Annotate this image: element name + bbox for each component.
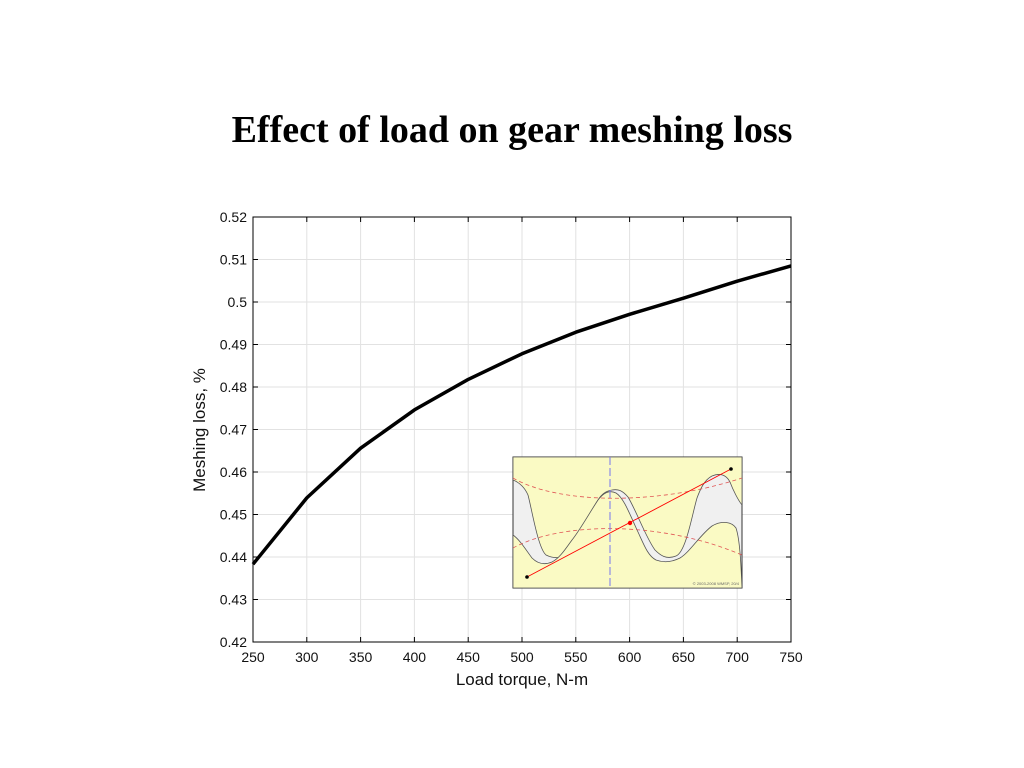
x-tick-label: 250 bbox=[241, 649, 265, 665]
y-tick-label: 0.48 bbox=[220, 379, 247, 395]
lower-pitch-circle bbox=[513, 528, 742, 556]
x-tick-label: 300 bbox=[295, 649, 319, 665]
y-tick-label: 0.46 bbox=[220, 464, 247, 480]
x-tick-label: 600 bbox=[618, 649, 642, 665]
axis-ticks bbox=[252, 216, 792, 643]
page-title: Effect of load on gear meshing loss bbox=[231, 109, 793, 151]
y-tick-label: 0.45 bbox=[220, 507, 247, 523]
x-tick-label: 550 bbox=[564, 649, 588, 665]
x-tick-label: 450 bbox=[457, 649, 481, 665]
y-tick-label: 0.43 bbox=[220, 592, 247, 608]
y-axis-title: Meshing loss, % bbox=[190, 368, 209, 492]
x-axis-title: Load torque, N-m bbox=[456, 670, 588, 689]
x-tick-label: 350 bbox=[349, 649, 373, 665]
x-tick-label: 400 bbox=[403, 649, 427, 665]
contact-point-end bbox=[729, 467, 733, 471]
pitch-point bbox=[627, 520, 633, 526]
x-tick-label: 700 bbox=[726, 649, 750, 665]
x-tick-label: 500 bbox=[510, 649, 534, 665]
upper-gear-icon bbox=[513, 457, 742, 559]
y-tick-label: 0.5 bbox=[228, 294, 248, 310]
y-tick-label: 0.42 bbox=[220, 634, 247, 650]
series-points bbox=[252, 265, 792, 565]
upper-pitch-circle bbox=[513, 477, 742, 499]
contact-point-start bbox=[525, 575, 529, 579]
y-tick-label: 0.47 bbox=[220, 422, 247, 438]
y-tick-label: 0.52 bbox=[220, 209, 247, 225]
y-tick-label: 0.44 bbox=[220, 549, 247, 565]
x-tick-label: 650 bbox=[672, 649, 696, 665]
gear-mesh-inset: © 2003-2008 WMSP, 20/4 bbox=[512, 456, 743, 589]
x-tick-label: 750 bbox=[779, 649, 803, 665]
x-tick-labels: 250 300 350 400 450 500 550 600 650 700 750 bbox=[241, 649, 803, 665]
lower-gear-icon bbox=[513, 491, 742, 588]
y-tick-label: 0.51 bbox=[220, 252, 247, 268]
y-tick-label: 0.49 bbox=[220, 337, 247, 353]
series-line-meshing-loss bbox=[251, 264, 792, 566]
inset-copyright: © 2003-2008 WMSP, 20/4 bbox=[693, 581, 740, 586]
y-tick-labels: 0.42 0.43 0.44 0.45 0.46 0.47 0.48 0.49 0.5 0.51 0… bbox=[220, 209, 247, 650]
